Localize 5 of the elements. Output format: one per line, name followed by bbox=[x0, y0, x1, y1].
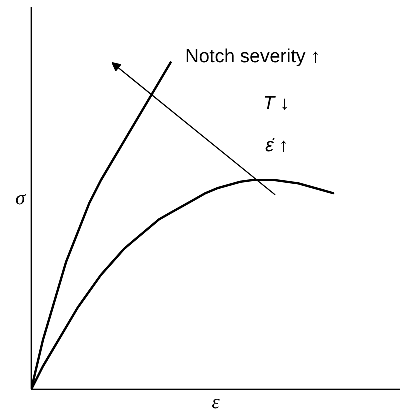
annotation: Notch severity ↑ bbox=[185, 46, 321, 68]
x-axis-title: ε bbox=[212, 392, 220, 414]
annotation: ε̇ ↑ bbox=[265, 135, 289, 156]
annotation: T ↓ bbox=[263, 94, 290, 115]
y-axis-title: σ bbox=[16, 188, 27, 210]
